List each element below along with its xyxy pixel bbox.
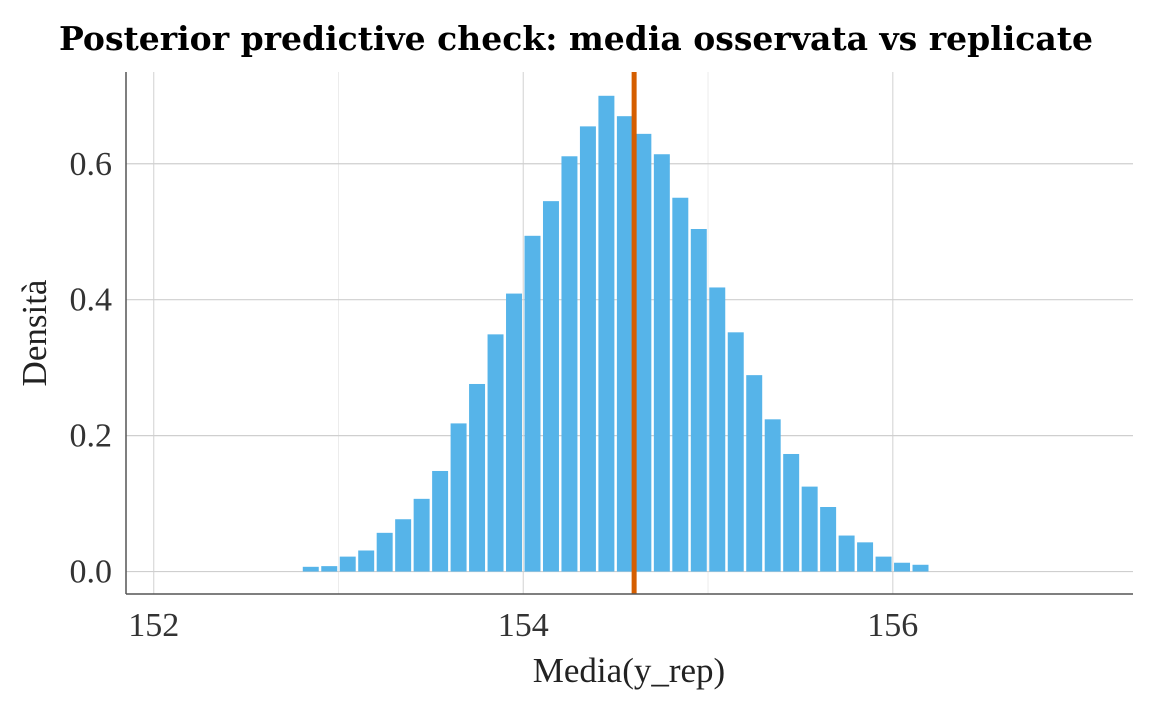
tick-labels: 152 154 156 0.0 0.2 0.4 0.6 [70,146,919,644]
histogram-bar [542,201,559,572]
histogram-bar [801,486,818,572]
x-tick-label: 154 [498,607,549,644]
histogram-bar [579,126,596,572]
histogram-bars [302,95,929,572]
histogram-bar [616,116,633,572]
axes [125,72,1133,595]
histogram-bar [912,564,929,572]
x-tick-label: 152 [128,607,179,644]
x-axis-title: Media(y_rep) [533,651,725,690]
histogram-bar [413,498,430,572]
histogram-bar [875,556,892,572]
chart-title: Posterior predictive check: media osserv… [59,19,1093,58]
histogram-bar [321,566,338,572]
histogram-bar [820,507,837,572]
histogram-bar [450,423,467,572]
histogram-bar [432,470,449,572]
histogram-bar [635,133,652,572]
histogram-bar [709,287,726,572]
histogram-bar [746,375,763,572]
histogram-bar [339,556,356,572]
histogram-bar [302,566,319,572]
y-tick-label: 0.2 [70,418,113,455]
histogram-bar [764,419,781,572]
histogram-bar [653,154,670,572]
histogram-bar [487,334,504,572]
histogram-bar [561,156,578,572]
histogram-bar [783,453,800,572]
y-tick-label: 0.4 [70,282,113,319]
histogram-bar [894,562,911,572]
histogram-bar [690,229,707,572]
y-tick-label: 0.6 [70,146,113,183]
x-tick-label: 156 [867,607,918,644]
histogram-bar [727,332,744,572]
histogram-bar [672,197,689,572]
histogram-bar [857,542,874,572]
histogram-bar [524,235,541,572]
histogram-bar [376,532,393,572]
histogram-bar [358,550,375,572]
histogram-bar [598,95,615,572]
histogram-bar [506,293,523,572]
y-tick-label: 0.0 [70,554,113,591]
histogram-bar [838,535,855,572]
y-axis-title: Densità [15,279,54,386]
histogram-bar [395,519,412,572]
histogram-bar [469,383,486,572]
